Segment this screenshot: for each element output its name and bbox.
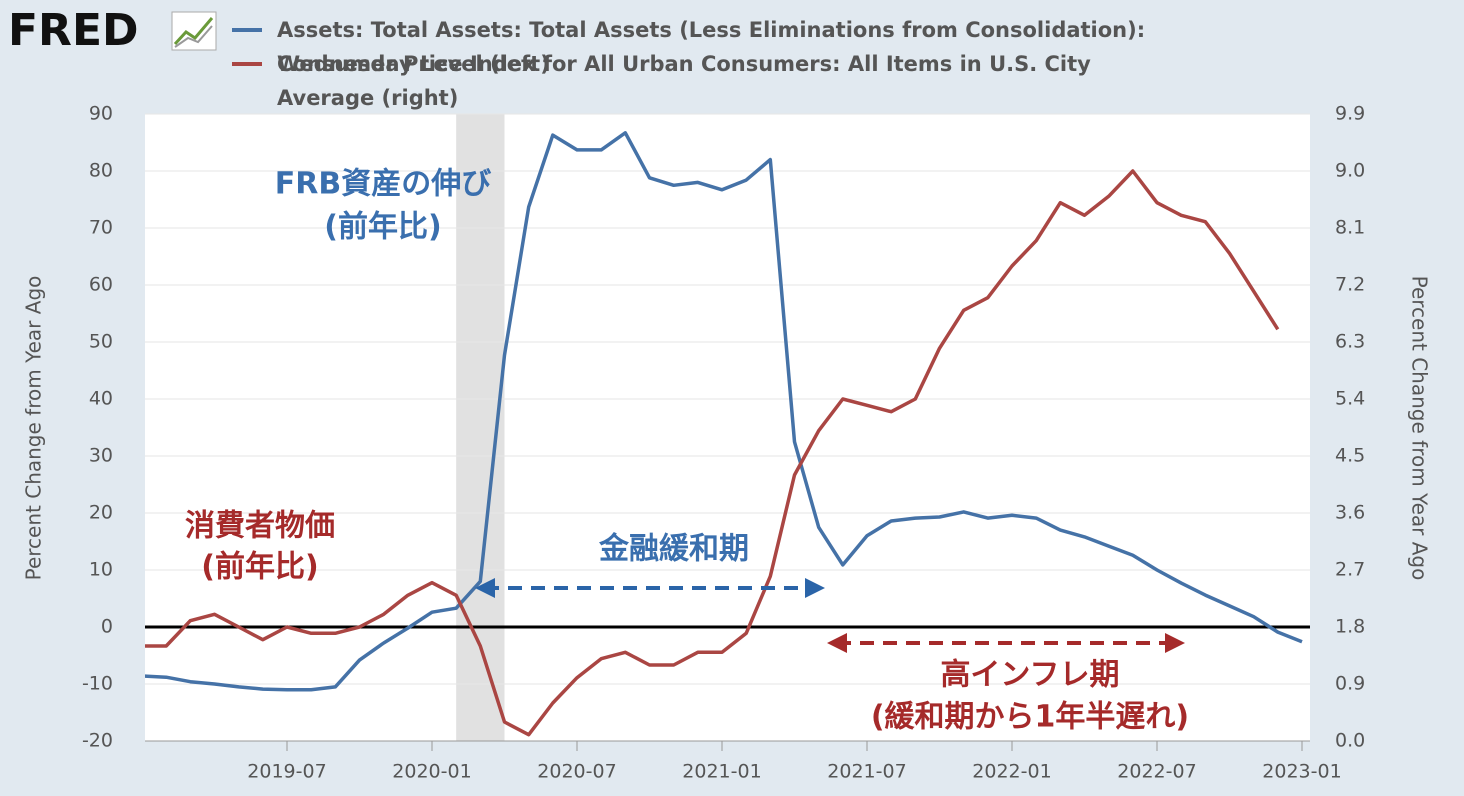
annotation: 消費者物価 xyxy=(185,509,335,544)
y-tick-label: 60 xyxy=(89,274,113,296)
y2-axis-label: Percent Change from Year Ago xyxy=(1408,276,1432,581)
y-tick-label: 80 xyxy=(89,160,113,182)
x-tick-label: 2021-07 xyxy=(827,761,906,783)
y2-tick-label: 3.6 xyxy=(1335,502,1365,524)
y-axis-label: Percent Change from Year Ago xyxy=(22,276,46,581)
legend-label: Consumer Price Index for All Urban Consu… xyxy=(277,52,1091,110)
y-tick-label: 50 xyxy=(89,331,113,353)
y2-tick-label: 0.0 xyxy=(1335,730,1365,752)
x-tick-label: 2021-01 xyxy=(682,761,761,783)
legend-label: Assets: Total Assets: Total Assets (Less… xyxy=(277,18,1146,76)
y2-tick-label: 1.8 xyxy=(1335,616,1365,638)
annotation: (前年比) xyxy=(324,210,441,245)
y-tick-label: -20 xyxy=(82,730,113,752)
y-tick-label: 10 xyxy=(89,559,113,581)
x-tick-label: 2022-01 xyxy=(972,761,1051,783)
x-tick-label: 2022-07 xyxy=(1117,761,1196,783)
y-tick-label: 20 xyxy=(89,502,113,524)
annotation: (前年比) xyxy=(201,550,318,585)
y2-tick-label: 6.3 xyxy=(1335,331,1365,353)
x-tick-label: 2019-07 xyxy=(247,761,326,783)
x-tick-label: 2023-01 xyxy=(1262,761,1341,783)
annotation: 金融緩和期 xyxy=(598,532,749,567)
y2-tick-label: 5.4 xyxy=(1335,388,1365,410)
y-tick-label: 40 xyxy=(89,388,113,410)
y2-tick-label: 2.7 xyxy=(1335,559,1365,581)
y-tick-label: -10 xyxy=(82,673,113,695)
y-tick-label: 0 xyxy=(101,616,113,638)
y-tick-label: 70 xyxy=(89,217,113,239)
y2-tick-label: 9.0 xyxy=(1335,160,1365,182)
series-line xyxy=(145,131,1303,692)
y2-tick-label: 9.9 xyxy=(1335,103,1365,125)
y2-tick-label: 8.1 xyxy=(1335,217,1365,239)
y-tick-label: 90 xyxy=(89,103,113,125)
annotation: FRB資産の伸び xyxy=(275,167,491,202)
logo: FRED xyxy=(8,5,139,56)
series-line xyxy=(145,169,1280,737)
annotation: 高インフレ期 xyxy=(940,658,1119,693)
y2-tick-label: 7.2 xyxy=(1335,274,1365,296)
x-tick-label: 2020-01 xyxy=(392,761,471,783)
y2-tick-label: 0.9 xyxy=(1335,673,1365,695)
y2-tick-label: 4.5 xyxy=(1335,445,1365,467)
annotation: (緩和期から1年半遅れ) xyxy=(871,700,1189,735)
y-tick-label: 30 xyxy=(89,445,113,467)
logo-icon xyxy=(171,11,217,51)
x-tick-label: 2020-07 xyxy=(537,761,616,783)
